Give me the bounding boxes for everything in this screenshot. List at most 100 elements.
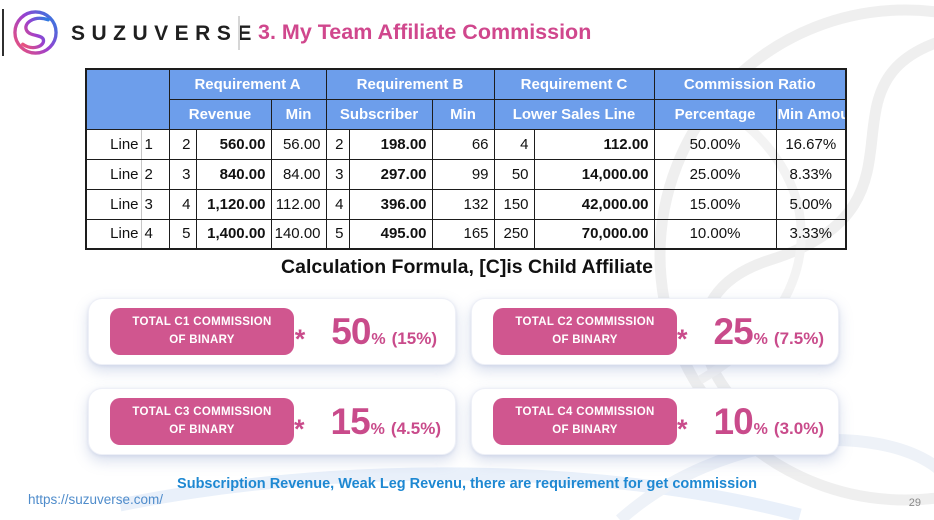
c-lower-sales: 70,000.00 <box>533 218 655 250</box>
rate-note: (4.5%) <box>390 418 441 438</box>
min-amount: 5.00% <box>775 188 847 220</box>
commission-table: Requirement A Requirement B Requirement … <box>85 68 848 250</box>
col-min-amount: Min Amount <box>775 98 847 130</box>
table-row-line-4: Line 4 5 1,400.00 140.00 5 495.00 165 25… <box>85 218 847 250</box>
row-number: 2 <box>140 158 170 190</box>
c-lower-sales: 112.00 <box>533 128 655 160</box>
suzuverse-logo-icon <box>13 10 58 55</box>
a-min: 56.00 <box>270 128 327 160</box>
a-min: 84.00 <box>270 158 327 190</box>
row-label: Line <box>85 158 142 190</box>
rate-note: (7.5%) <box>773 328 824 348</box>
footer-note: Subscription Revenue, Weak Leg Revenu, t… <box>177 476 757 492</box>
c3-rate: 15 % (4.5%) <box>331 401 441 443</box>
b-min: 99 <box>431 158 495 190</box>
pill-label-line1: TOTAL C2 COMMISSION <box>515 316 655 329</box>
percentage: 50.00% <box>653 128 777 160</box>
group-requirement-a: Requirement A <box>168 68 327 100</box>
formula-heading: Calculation Formula, [C]is Child Affilia… <box>281 256 653 278</box>
row-label: Line <box>85 218 142 250</box>
b-count: 4 <box>325 188 350 220</box>
pill-label-line1: TOTAL C1 COMMISSION <box>132 316 272 329</box>
c-count: 250 <box>493 218 535 250</box>
rate-value: 10 <box>713 400 754 442</box>
a-revenue: 840.00 <box>195 158 272 190</box>
rate-unit: % <box>371 330 386 348</box>
min-amount: 3.33% <box>775 218 847 250</box>
c2-commission-pill: TOTAL C2 COMMISSION OF BINARY <box>493 308 677 355</box>
col-percentage: Percentage <box>653 98 777 130</box>
b-min: 132 <box>431 188 495 220</box>
a-revenue: 560.00 <box>195 128 272 160</box>
a-count: 5 <box>168 218 197 250</box>
col-min-b: Min <box>431 98 495 130</box>
c2-rate: 25 % (7.5%) <box>714 311 824 353</box>
rate-unit: % <box>370 420 385 438</box>
pill-label-line2: OF BINARY <box>552 423 618 436</box>
c-count: 50 <box>493 158 535 190</box>
min-amount: 16.67% <box>775 128 847 160</box>
percentage: 25.00% <box>653 158 777 190</box>
c4-commission-pill: TOTAL C4 COMMISSION OF BINARY <box>493 398 677 445</box>
b-subscriber: 297.00 <box>348 158 433 190</box>
table-row-line-2: Line 2 3 840.00 84.00 3 297.00 99 50 14,… <box>85 158 847 190</box>
c-lower-sales: 14,000.00 <box>533 158 655 190</box>
table-row-line-3: Line 3 4 1,120.00 112.00 4 396.00 132 15… <box>85 188 847 220</box>
page-number: 29 <box>908 497 921 509</box>
col-revenue: Revenue <box>168 98 272 130</box>
a-count: 3 <box>168 158 197 190</box>
col-lower-sales-line: Lower Sales Line <box>493 98 655 130</box>
a-count: 4 <box>168 188 197 220</box>
b-subscriber: 396.00 <box>348 188 433 220</box>
header-divider <box>238 16 240 50</box>
pill-label-line1: TOTAL C4 COMMISSION <box>515 406 655 419</box>
rate-note: (3.0%) <box>773 418 824 438</box>
commission-card-c4: TOTAL C4 COMMISSION OF BINARY * 10 % (3.… <box>471 388 839 455</box>
min-amount: 8.33% <box>775 158 847 190</box>
b-subscriber: 495.00 <box>348 218 433 250</box>
a-min: 140.00 <box>270 218 327 250</box>
a-revenue: 1,400.00 <box>195 218 272 250</box>
c4-rate: 10 % (3.0%) <box>714 401 824 443</box>
c1-commission-pill: TOTAL C1 COMMISSION OF BINARY <box>110 308 294 355</box>
rate-unit: % <box>753 420 768 438</box>
a-min: 112.00 <box>270 188 327 220</box>
commission-card-c1: TOTAL C1 COMMISSION OF BINARY * 50 % (15… <box>88 298 456 365</box>
rate-note: (15%) <box>391 328 437 348</box>
b-count: 5 <box>325 218 350 250</box>
rate-value: 15 <box>330 400 371 442</box>
pill-label-line2: OF BINARY <box>169 423 235 436</box>
pill-label-line1: TOTAL C3 COMMISSION <box>132 406 272 419</box>
row-number: 3 <box>140 188 170 220</box>
c-count: 4 <box>493 128 535 160</box>
b-count: 3 <box>325 158 350 190</box>
slide-edge-mark <box>2 9 4 56</box>
c3-commission-pill: TOTAL C3 COMMISSION OF BINARY <box>110 398 294 445</box>
percentage: 10.00% <box>653 218 777 250</box>
commission-cards: TOTAL C1 COMMISSION OF BINARY * 50 % (15… <box>88 298 839 455</box>
b-min: 66 <box>431 128 495 160</box>
table-corner-cell <box>85 68 170 130</box>
table-sub-header-row: Revenue Min Subscriber Min Lower Sales L… <box>86 98 847 130</box>
row-label: Line <box>85 188 142 220</box>
rate-value: 25 <box>713 310 754 352</box>
percentage: 15.00% <box>653 188 777 220</box>
c1-rate: 50 % (15%) <box>331 311 437 353</box>
site-url-link[interactable]: https://suzuverse.com/ <box>28 492 164 507</box>
table-row-line-1: Line 1 2 560.00 56.00 2 198.00 66 4 112.… <box>85 128 847 160</box>
page-title: 3. My Team Affiliate Commission <box>258 20 592 44</box>
col-min-a: Min <box>270 98 327 130</box>
b-count: 2 <box>325 128 350 160</box>
c-lower-sales: 42,000.00 <box>533 188 655 220</box>
rate-value: 50 <box>331 310 371 352</box>
c-count: 150 <box>493 188 535 220</box>
a-revenue: 1,120.00 <box>195 188 272 220</box>
a-count: 2 <box>168 128 197 160</box>
rate-unit: % <box>753 330 768 348</box>
pill-label-line2: OF BINARY <box>169 333 235 346</box>
commission-card-c3: TOTAL C3 COMMISSION OF BINARY * 15 % (4.… <box>88 388 456 455</box>
row-number: 1 <box>140 128 170 160</box>
col-subscriber: Subscriber <box>325 98 433 130</box>
b-subscriber: 198.00 <box>348 128 433 160</box>
pill-label-line2: OF BINARY <box>552 333 618 346</box>
